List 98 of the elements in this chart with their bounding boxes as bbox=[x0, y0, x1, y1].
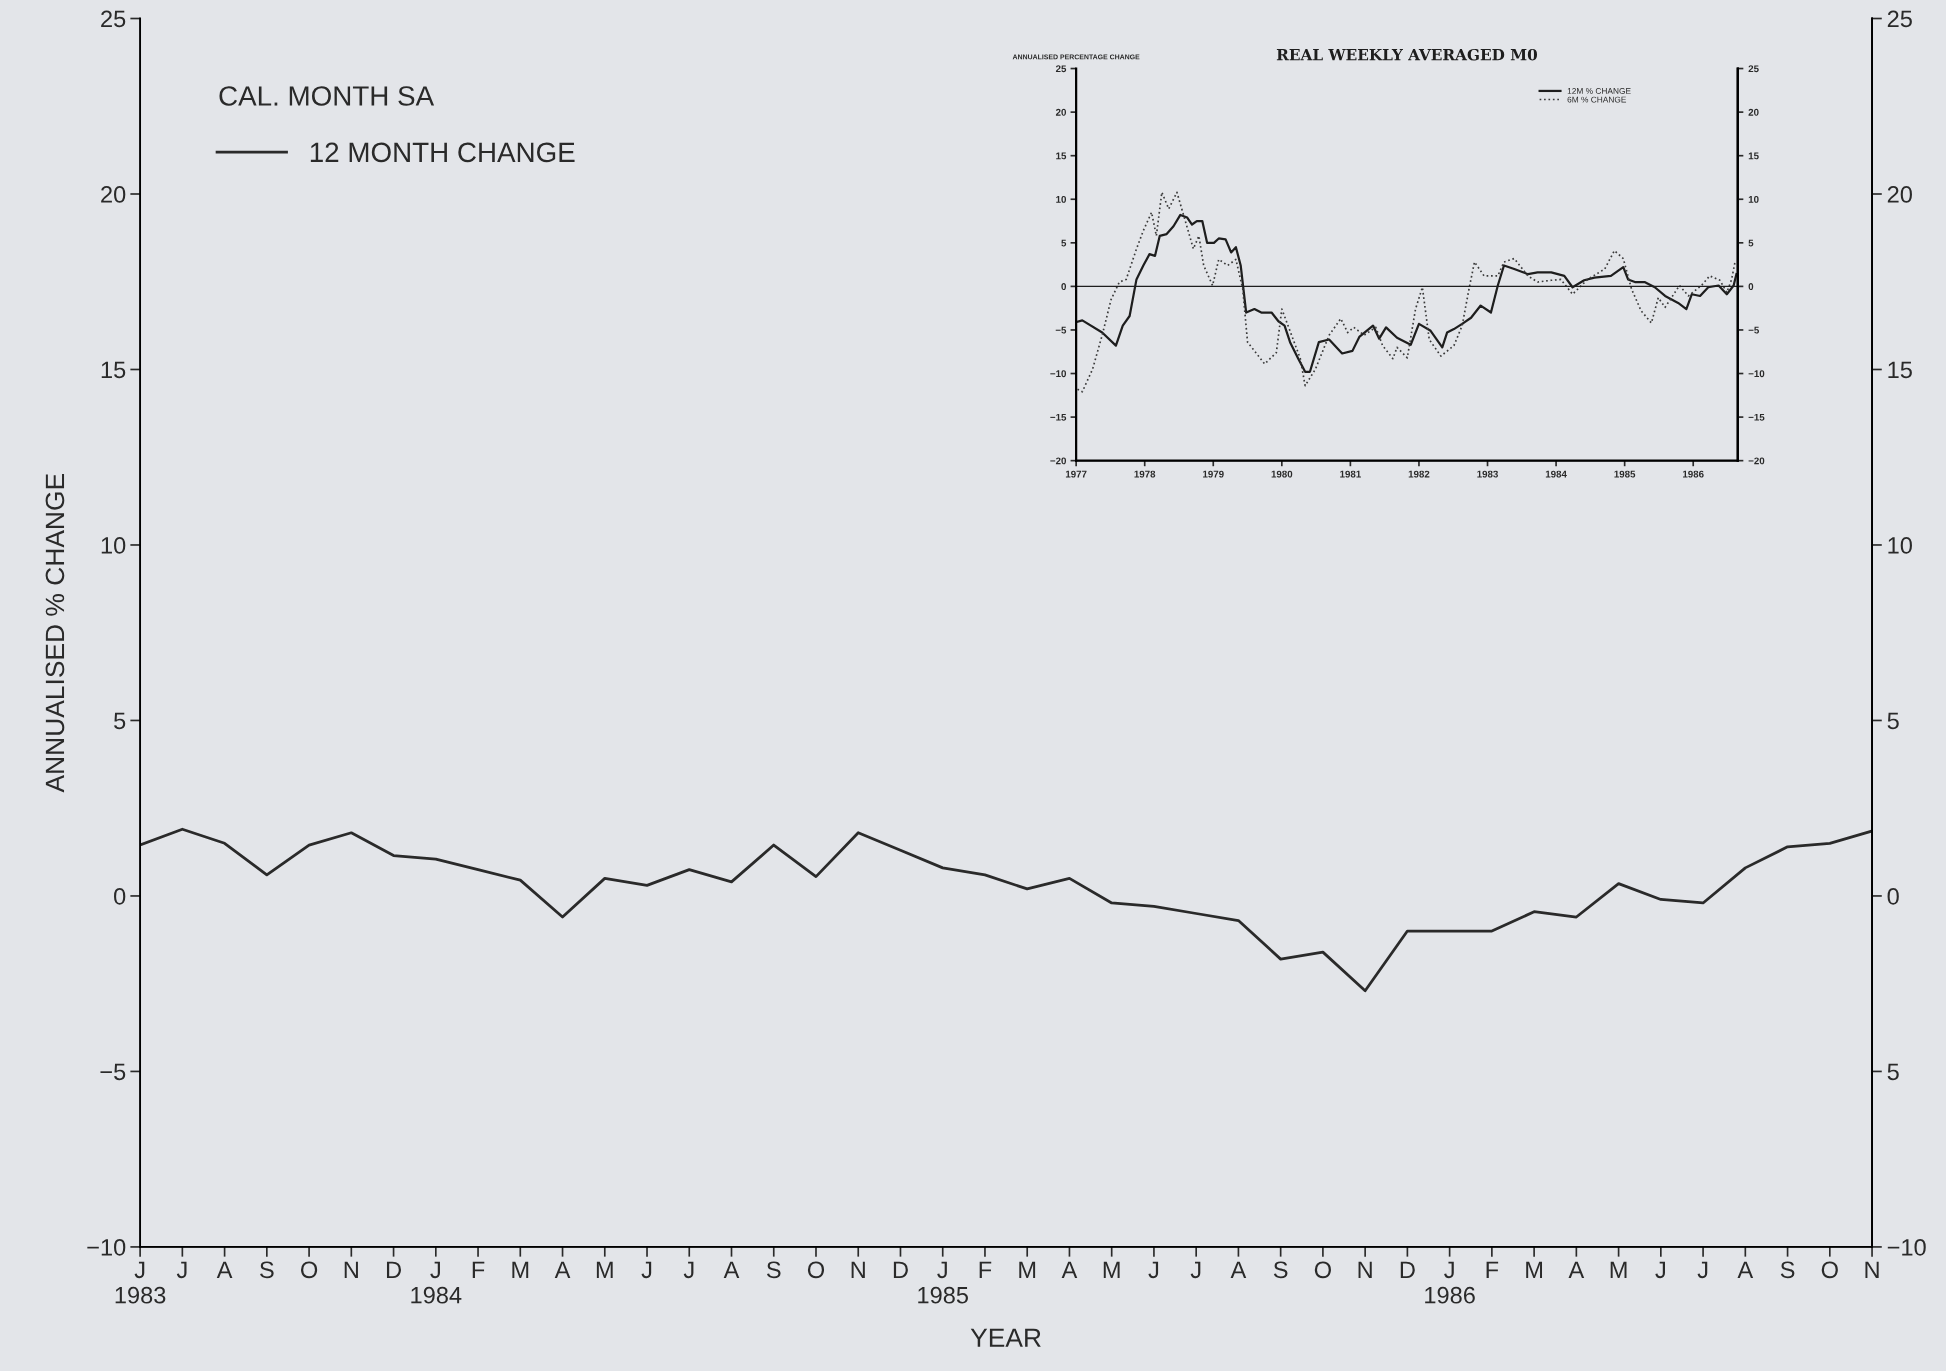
x-tick-label: N bbox=[851, 1261, 865, 1278]
y-tick-label: 5 bbox=[1061, 239, 1067, 247]
chart-title: REAL WEEKLY AVERAGED M0 bbox=[1276, 48, 1538, 61]
x-tick-label: J bbox=[1190, 1261, 1201, 1279]
y2-tick-label: 5 bbox=[1748, 239, 1754, 247]
y-tick-label: −5 bbox=[1055, 326, 1067, 334]
x-tick-label: J bbox=[683, 1261, 694, 1279]
x-tick-label: M bbox=[1103, 1261, 1120, 1278]
x-tick-label: M bbox=[1019, 1261, 1036, 1278]
x-tick-label: 1979 bbox=[1203, 470, 1224, 478]
x-tick-label: M bbox=[1526, 1261, 1543, 1278]
legend-label: 6M % CHANGE bbox=[1567, 96, 1627, 103]
legend-label: 12M % CHANGE bbox=[1567, 88, 1631, 94]
annotation: CAL. MONTH SA bbox=[219, 86, 435, 106]
x-axis-title: YEAR bbox=[970, 1328, 1041, 1347]
x-tick-label: A bbox=[554, 1261, 571, 1278]
x-tick-label: S bbox=[260, 1261, 274, 1279]
x-tick-label: D bbox=[386, 1261, 401, 1278]
y-tick-label: −15 bbox=[1050, 413, 1067, 421]
y-tick-label: 10 bbox=[1056, 195, 1067, 203]
x-tick-label: F bbox=[979, 1261, 992, 1278]
x-tick-label: M bbox=[1610, 1261, 1627, 1278]
y2-tick-label: −20 bbox=[1748, 457, 1765, 465]
y-tick-label: −10 bbox=[87, 1238, 126, 1256]
x-tick-label: M bbox=[512, 1261, 529, 1278]
x-tick-label: J bbox=[641, 1261, 652, 1279]
y2-tick-label: 25 bbox=[1748, 65, 1759, 73]
y2-tick-label: 20 bbox=[1748, 108, 1759, 116]
x-tick-label: 1977 bbox=[1065, 470, 1087, 478]
x-tick-label: F bbox=[472, 1261, 485, 1278]
y-tick-label: 15 bbox=[101, 361, 126, 379]
x-tick-label: O bbox=[807, 1261, 825, 1279]
x-tick-label: N bbox=[344, 1261, 358, 1278]
y-tick-label: 25 bbox=[1055, 65, 1067, 73]
x-tick-label: A bbox=[1061, 1261, 1078, 1278]
y2-tick-label: 5 bbox=[1887, 712, 1899, 730]
x-tick-label: S bbox=[1273, 1261, 1288, 1279]
y2-tick-label: −5 bbox=[1748, 326, 1760, 334]
x-tick-label: J bbox=[1697, 1261, 1708, 1279]
y-tick-label: −10 bbox=[1050, 370, 1067, 378]
y-tick-label: 25 bbox=[101, 10, 126, 28]
x-tick-label: O bbox=[1314, 1261, 1331, 1279]
y-tick-label: 0 bbox=[114, 888, 126, 905]
y-axis-title: ANNUALISED % CHANGE bbox=[45, 474, 65, 793]
x-tick-label: 1978 bbox=[1134, 470, 1156, 478]
y-tick-label: −5 bbox=[100, 1063, 126, 1081]
x-tick-label: O bbox=[1821, 1261, 1838, 1279]
x-tick-label: J 1986 bbox=[1425, 1261, 1475, 1304]
x-tick-label: 1985 bbox=[1614, 470, 1636, 478]
y-tick-label: 5 bbox=[114, 712, 126, 730]
x-tick-label: 1984 bbox=[1545, 470, 1567, 478]
x-tick-label: N bbox=[1358, 1261, 1372, 1278]
x-tick-label: J 1984 bbox=[411, 1261, 462, 1304]
x-tick-label: J bbox=[176, 1261, 187, 1279]
y2-tick-label: 0 bbox=[1887, 888, 1899, 905]
y2-tick-label: −10 bbox=[1887, 1238, 1926, 1256]
x-tick-label: A bbox=[216, 1261, 233, 1278]
x-tick-label: F bbox=[1486, 1261, 1499, 1278]
x-tick-label: M bbox=[596, 1261, 613, 1278]
line-series bbox=[1076, 213, 1738, 373]
y-tick-label: 20 bbox=[101, 186, 126, 203]
x-tick-label: S bbox=[1780, 1261, 1795, 1279]
x-tick-label: A bbox=[1737, 1261, 1754, 1278]
y2-tick-label: 20 bbox=[1887, 186, 1912, 203]
x-tick-label: D bbox=[1400, 1261, 1415, 1278]
y2-tick-label: −15 bbox=[1748, 413, 1765, 421]
x-tick-label: J 1985 bbox=[918, 1261, 968, 1304]
x-tick-label: J bbox=[1148, 1261, 1159, 1279]
x-tick-label: 1982 bbox=[1408, 470, 1430, 478]
y-tick-label: 20 bbox=[1055, 108, 1067, 116]
x-tick-label: 1986 bbox=[1683, 470, 1704, 478]
x-tick-label: A bbox=[1568, 1261, 1585, 1278]
y-tick-label: 15 bbox=[1056, 152, 1067, 160]
y2-tick-label: 15 bbox=[1748, 152, 1759, 160]
x-tick-label: N bbox=[1865, 1261, 1879, 1278]
y2-tick-label: 5 bbox=[1887, 1063, 1899, 1081]
y2-tick-label: 0 bbox=[1748, 283, 1754, 291]
y-tick-label: −20 bbox=[1050, 457, 1067, 465]
x-tick-label: S bbox=[766, 1261, 781, 1279]
y2-tick-label: 25 bbox=[1887, 10, 1912, 28]
y2-tick-label: 10 bbox=[1748, 195, 1759, 203]
y-tick-label: 0 bbox=[1061, 283, 1067, 291]
x-tick-label: J 1983 bbox=[115, 1261, 166, 1304]
y2-tick-label: 10 bbox=[1888, 537, 1912, 554]
y2-tick-label: 15 bbox=[1888, 361, 1912, 379]
y2-tick-label: −10 bbox=[1748, 370, 1765, 378]
x-tick-label: A bbox=[723, 1261, 740, 1278]
line-series bbox=[140, 827, 1873, 993]
x-tick-label: 1981 bbox=[1340, 470, 1361, 478]
y-tick-label: 10 bbox=[101, 537, 126, 554]
x-tick-label: D bbox=[893, 1261, 908, 1278]
x-tick-label: O bbox=[301, 1261, 318, 1279]
x-tick-label: 1983 bbox=[1477, 470, 1498, 478]
x-tick-label: 1980 bbox=[1271, 470, 1293, 478]
line-series bbox=[1076, 191, 1736, 393]
x-tick-label: A bbox=[1230, 1261, 1247, 1278]
legend-label: 12 MONTH CHANGE bbox=[310, 142, 575, 163]
x-tick-label: J bbox=[1655, 1261, 1665, 1279]
